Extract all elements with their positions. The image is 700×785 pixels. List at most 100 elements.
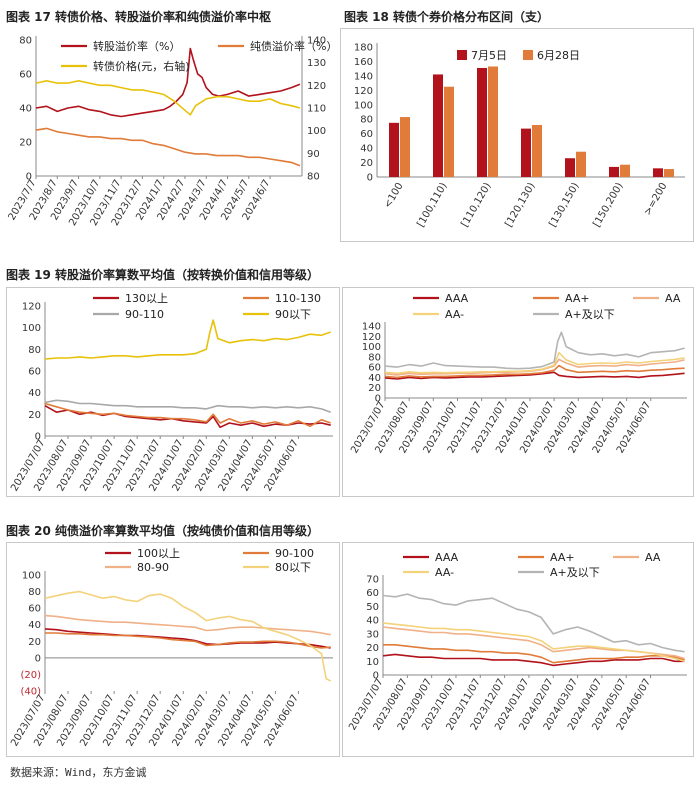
y-tick-label: 180 [354, 43, 373, 54]
y-right-tick-label: 140 [307, 36, 326, 47]
series-line-5 [382, 593, 685, 653]
y-right-tick-label: 80 [307, 172, 320, 183]
legend-label: 转债价格(元，右轴) [93, 59, 190, 73]
bar-2 [444, 86, 454, 177]
y-tick-label: 20 [368, 383, 381, 394]
legend-label: 6月28日 [537, 49, 580, 62]
fig17-title: 图表 17 转债价格、转股溢价率和纯债溢价率中枢 [6, 10, 272, 24]
series-line-3 [35, 79, 301, 116]
legend-label: AA- [435, 566, 454, 579]
legend-label: 110-130 [275, 292, 321, 305]
y-tick-label: (20) [20, 670, 41, 681]
bar-2 [400, 117, 410, 177]
legend-label: AAA [445, 292, 469, 305]
legend-label: AAA [435, 551, 459, 564]
series-line-3 [44, 399, 331, 413]
y-tick-label: 80 [360, 115, 373, 126]
y-tick-label: 30 [366, 629, 379, 640]
y-tick-label: 50 [366, 602, 379, 613]
y-tick-label: 100 [354, 100, 373, 111]
bar-1 [433, 74, 443, 177]
y-tick-label: 100 [22, 571, 41, 582]
y-tick-label: 40 [366, 616, 379, 627]
legend-label: AA+ [565, 292, 590, 305]
y-right-tick-label: 130 [307, 58, 326, 69]
bar-1 [609, 166, 619, 177]
legend-swatch [523, 50, 533, 60]
y-tick-label: 160 [354, 57, 373, 68]
y-tick-label: 120 [362, 332, 381, 343]
y-tick-label: 0 [367, 173, 373, 184]
y-tick-label: 10 [366, 657, 379, 668]
y-tick-label: 60 [368, 363, 381, 374]
legend-label: AA+ [550, 551, 575, 564]
x-tick-label: <100 [382, 181, 405, 210]
y-tick-label: 100 [22, 323, 41, 334]
x-tick-label: [150,200) [591, 181, 625, 229]
bar-1 [565, 158, 575, 177]
series-line-2 [44, 402, 331, 428]
legend-label: A+及以下 [565, 308, 615, 321]
y-tick-label: 0 [373, 671, 379, 682]
legend-swatch [457, 50, 467, 60]
x-tick-label: [110,120) [459, 181, 493, 229]
y-right-tick-label: 110 [307, 104, 326, 115]
fig19-title: 图表 19 转股溢价率算数平均值（按转换价值和信用等级） [6, 268, 320, 282]
bar-2 [664, 169, 674, 177]
y-tick-label: 20 [19, 138, 32, 149]
series-line-1 [384, 371, 685, 380]
bar-2 [576, 151, 586, 177]
y-tick-label: 0 [35, 432, 41, 443]
x-tick-label: [100,110) [415, 181, 449, 229]
series-line-4 [384, 351, 685, 375]
y-tick-label: 0 [26, 172, 32, 183]
y-tick-label: 60 [28, 604, 41, 615]
source-note: 数据来源：Wind，东方金诚 [10, 766, 147, 779]
y-tick-label: 80 [368, 352, 381, 363]
bar-2 [532, 125, 542, 177]
series-line-5 [384, 331, 685, 370]
bar-1 [653, 168, 663, 177]
series-line-2 [45, 632, 331, 649]
y-tick-label: 40 [360, 144, 373, 155]
y-tick-label: 20 [28, 637, 41, 648]
bar-2 [488, 66, 498, 177]
legend-label: A+及以下 [550, 566, 600, 579]
y-tick-label: 80 [19, 36, 32, 47]
y-tick-label: 100 [362, 342, 381, 353]
y-tick-label: 70 [366, 575, 379, 586]
series-line-4 [382, 622, 685, 663]
y-right-tick-label: 120 [307, 81, 326, 92]
legend-label: 转股溢价率（%） [93, 39, 180, 53]
y-tick-label: 40 [368, 373, 381, 384]
y-tick-label: 120 [22, 302, 41, 313]
series-line-4 [44, 590, 332, 682]
bar-1 [477, 67, 487, 177]
x-tick-label: [130,150) [547, 181, 581, 229]
fig20-title: 图表 20 纯债溢价率算数平均值（按纯债价值和信用等级） [6, 524, 320, 538]
y-right-tick-label: 90 [307, 149, 320, 160]
fig17-chart: 02040608080901001101201301402023/7/72023… [7, 36, 334, 228]
x-tick-label: >=200 [642, 181, 669, 218]
series-line-2 [384, 364, 685, 379]
series-line-1 [44, 628, 331, 649]
y-tick-label: 140 [362, 322, 381, 333]
y-tick-label: 60 [28, 367, 41, 378]
y-tick-label: 40 [28, 620, 41, 631]
legend-label: 7月5日 [471, 49, 507, 62]
series-line-2 [35, 127, 301, 167]
y-tick-label: 60 [360, 129, 373, 140]
fig19-right-chart: 0204060801001201402023/07/072023/08/0720… [342, 287, 694, 497]
series-line-2 [383, 644, 685, 664]
series-line-1 [35, 47, 301, 118]
y-tick-label: 80 [28, 345, 41, 356]
y-tick-label: 40 [19, 104, 32, 115]
y-tick-label: 20 [28, 410, 41, 421]
fig20-right-chart: 0102030405060702023/07/072023/08/072023/… [342, 542, 694, 757]
y-tick-label: 80 [28, 587, 41, 598]
legend-label: AA [645, 551, 661, 564]
y-tick-label: 40 [28, 388, 41, 399]
y-tick-label: 60 [19, 70, 32, 81]
fig19-left-chart: 0204060801001202023/07/072023/08/072023/… [6, 287, 340, 497]
series-line-3 [44, 614, 331, 636]
